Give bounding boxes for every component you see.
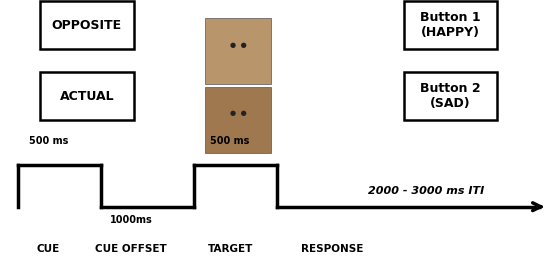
FancyBboxPatch shape xyxy=(40,72,134,120)
Text: CUE: CUE xyxy=(37,244,60,254)
Text: 2000 - 3000 ms ITI: 2000 - 3000 ms ITI xyxy=(368,186,484,196)
FancyBboxPatch shape xyxy=(206,87,271,153)
Text: Button 2
(SAD): Button 2 (SAD) xyxy=(420,82,481,110)
Text: 500 ms: 500 ms xyxy=(29,136,68,146)
Text: 1000ms: 1000ms xyxy=(110,215,152,225)
FancyBboxPatch shape xyxy=(40,1,134,49)
Text: TARGET: TARGET xyxy=(207,244,253,254)
FancyBboxPatch shape xyxy=(404,72,497,120)
Text: 500 ms: 500 ms xyxy=(211,136,250,146)
Text: RESPONSE: RESPONSE xyxy=(301,244,363,254)
FancyBboxPatch shape xyxy=(206,19,271,84)
Text: ●  ●: ● ● xyxy=(230,42,247,48)
FancyBboxPatch shape xyxy=(404,1,497,49)
Text: OPPOSITE: OPPOSITE xyxy=(52,19,122,32)
Text: ●  ●: ● ● xyxy=(230,110,247,116)
Text: CUE OFFSET: CUE OFFSET xyxy=(95,244,167,254)
Text: ACTUAL: ACTUAL xyxy=(59,90,114,103)
Text: Button 1
(HAPPY): Button 1 (HAPPY) xyxy=(420,11,481,39)
